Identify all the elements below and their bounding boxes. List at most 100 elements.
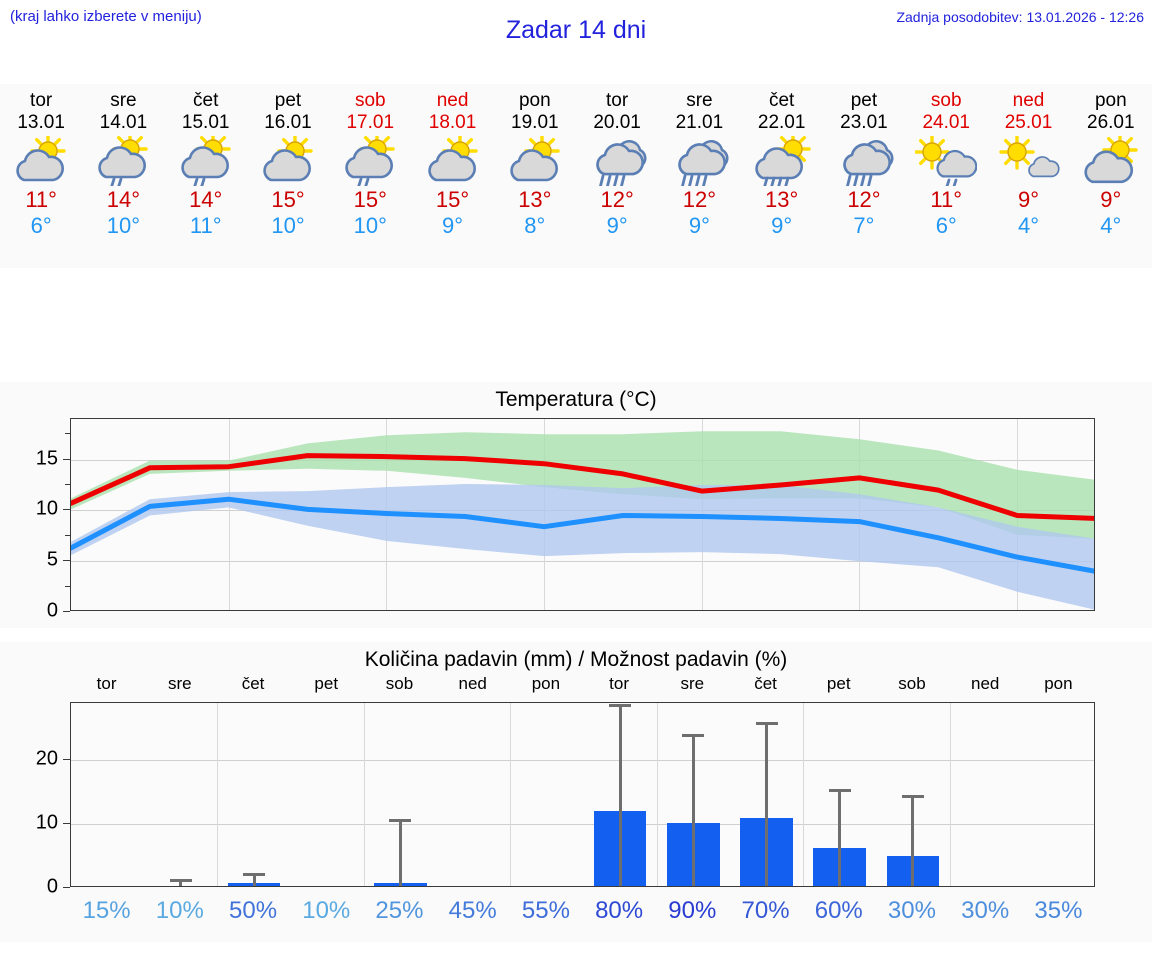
- day-forecast-cell[interactable]: sob 17.01 15° 10°: [329, 84, 411, 268]
- day-max-temp: 15°: [353, 187, 387, 212]
- menu-hint-text: (kraj lahko izberete v meniju): [10, 8, 202, 25]
- precipitation-error-bar-cap: [755, 721, 778, 725]
- precipitation-y-tick-mark: [63, 887, 70, 888]
- precipitation-bar: [301, 886, 354, 887]
- weather-icon-svg: [16, 136, 66, 182]
- day-min-temp: 4°: [1100, 213, 1122, 238]
- last-updated-text: Zadnja posodobitev: 13.01.2026 - 12:26: [896, 9, 1144, 25]
- day-date-label: 25.01: [1004, 112, 1053, 133]
- day-forecast-cell[interactable]: pon 26.01 9° 4°: [1070, 84, 1152, 268]
- precipitation-vertical-gridline: [217, 703, 219, 886]
- precipitation-day-label: pet: [314, 674, 339, 693]
- day-forecast-cell[interactable]: tor 20.01 12° 9°: [576, 84, 658, 268]
- day-forecast-cell[interactable]: čet 22.01 13° 9°: [741, 84, 823, 268]
- precipitation-error-bar-cap: [243, 872, 266, 876]
- day-of-week-label: pet: [274, 90, 302, 111]
- weather-icon-svg: [678, 139, 729, 186]
- day-forecast-cell[interactable]: pon 19.01 13° 8°: [494, 84, 576, 268]
- precipitation-day-label: ned: [458, 674, 487, 693]
- precipitation-probability-label: 45%: [448, 897, 497, 924]
- precipitation-vertical-gridline: [363, 703, 365, 886]
- day-forecast-cell[interactable]: čet 15.01 14° 11°: [165, 84, 247, 268]
- precipitation-vertical-gridline: [656, 703, 658, 886]
- day-forecast-cell[interactable]: ned 18.01 15° 9°: [411, 84, 493, 268]
- day-min-temp: 8°: [524, 213, 546, 238]
- precipitation-probability-label: 55%: [521, 897, 570, 924]
- day-max-temp: 15°: [271, 187, 305, 212]
- precipitation-day-label: sre: [680, 674, 705, 693]
- precipitation-probability-label: 30%: [961, 897, 1010, 924]
- day-date-label: 22.01: [757, 112, 806, 133]
- precipitation-probability-label: 15%: [82, 897, 131, 924]
- weather-icon-svg: [596, 139, 647, 186]
- precipitation-vertical-gridline: [510, 703, 512, 886]
- temperature-y-minor-tick: [65, 509, 70, 511]
- precipitation-error-bar-cap: [828, 789, 851, 793]
- day-forecast-cell[interactable]: tor 13.01 11° 6°: [0, 84, 82, 268]
- day-forecast-cell[interactable]: sre 21.01 12° 9°: [658, 84, 740, 268]
- precipitation-error-bar-cap: [901, 794, 924, 798]
- precipitation-y-tick-mark: [63, 823, 70, 825]
- temperature-y-tick-label: 0: [46, 599, 58, 622]
- precipitation-error-bar: [691, 733, 695, 886]
- day-forecast-cell[interactable]: sob 24.01 11° 6°: [905, 84, 987, 268]
- temperature-chart-title: Temperatura (°C): [495, 388, 657, 411]
- day-date-label: 19.01: [511, 112, 559, 133]
- temperature-plot-area: [70, 418, 1095, 611]
- precipitation-error-bar: [838, 789, 842, 886]
- day-date-label: 18.01: [428, 112, 477, 133]
- sun-cloud-icon: [247, 136, 329, 185]
- precipitation-error-bar-cap: [609, 703, 632, 707]
- day-forecast-cell[interactable]: ned 25.01 9° 4°: [987, 84, 1069, 268]
- temperature-series-line: [71, 453, 1094, 521]
- weather-icon-svg: [427, 136, 478, 182]
- precipitation-chart-title: Količina padavin (mm) / Možnost padavin …: [364, 648, 788, 671]
- day-max-temp: 15°: [435, 187, 470, 212]
- day-date-label: 20.01: [593, 112, 641, 133]
- weather-icon-svg: [915, 136, 978, 186]
- precipitation-day-label: pon: [1044, 674, 1073, 693]
- precipitation-probability-label: 90%: [668, 897, 717, 924]
- weather-icon-svg: [1084, 136, 1138, 184]
- precipitation-probability-label: 50%: [229, 897, 278, 924]
- temperature-y-minor-tick: [65, 458, 70, 460]
- sun-left-small-cloud-icon: [987, 136, 1069, 185]
- weather-icon-svg: [754, 136, 811, 186]
- sun-left-cloud-rain-icon: [905, 136, 987, 186]
- day-min-temp: 7°: [853, 213, 875, 238]
- precipitation-error-bar-cap: [389, 819, 412, 823]
- day-min-temp: 10°: [271, 213, 305, 238]
- day-max-temp: 11°: [25, 187, 57, 212]
- weather-icon-svg: [98, 136, 149, 186]
- day-of-week-label: tor: [606, 90, 629, 111]
- precipitation-y-tick-label: 10: [35, 811, 58, 834]
- day-max-temp: 12°: [847, 187, 881, 212]
- day-forecast-cell[interactable]: pet 23.01 12° 7°: [823, 84, 905, 268]
- precipitation-day-label: pon: [531, 674, 561, 693]
- precipitation-error-bar: [765, 721, 769, 886]
- sun-cloud-rain-icon: [82, 136, 164, 186]
- precipitation-vertical-gridline: [949, 703, 951, 886]
- weather-icon-svg: [345, 136, 395, 186]
- day-forecast-cell[interactable]: pet 16.01 15° 10°: [247, 84, 329, 268]
- precipitation-day-label: ned: [970, 674, 1000, 693]
- temperature-y-minor-tick: [65, 433, 70, 435]
- day-min-temp: 4°: [1017, 213, 1040, 238]
- precipitation-error-bar: [179, 879, 183, 886]
- precipitation-vertical-gridline: [803, 703, 805, 886]
- precipitation-error-bar: [398, 819, 402, 886]
- cloud-rain-icon: [576, 137, 658, 186]
- day-of-week-label: čet: [768, 90, 795, 111]
- precipitation-error-bar-cap: [682, 733, 705, 737]
- weather-icon-svg: [263, 136, 313, 182]
- day-of-week-label: čet: [193, 90, 219, 111]
- temperature-y-minor-tick: [65, 484, 70, 486]
- day-date-label: 23.01: [840, 112, 888, 133]
- sun-cloud-icon: [0, 136, 82, 185]
- temperature-y-minor-tick: [65, 611, 70, 612]
- day-forecast-cell[interactable]: sre 14.01 14° 10°: [82, 84, 164, 268]
- precipitation-probability-label: 30%: [887, 897, 936, 924]
- weather-icon-svg: [998, 136, 1060, 178]
- page-title: Zadar 14 dni: [505, 16, 647, 44]
- cloud-rain-icon: [823, 137, 905, 186]
